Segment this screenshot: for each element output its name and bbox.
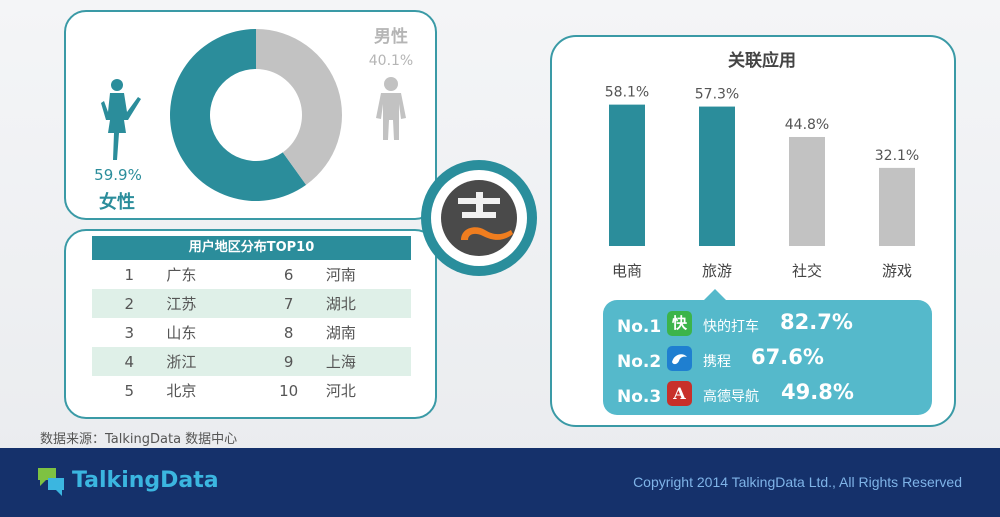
donut-slice-male — [256, 29, 342, 185]
data-source-note: 数据来源：TalkingData 数据中心 — [40, 432, 238, 447]
rank-cell: 4 — [92, 347, 167, 376]
alipay-logo — [421, 160, 537, 276]
app-value: 67.6% — [751, 345, 824, 369]
rank-cell: 10 — [279, 381, 299, 400]
province-cell: 广东 — [166, 266, 197, 284]
rank-number: No.2 — [617, 352, 662, 372]
table-row: 3 山东 8 湖南 — [92, 318, 411, 347]
ctrip-app-icon — [667, 346, 692, 371]
bar-category-label: 社交 — [792, 262, 822, 280]
rank-cell: 5 — [124, 381, 134, 400]
rank-cell: 1 — [124, 265, 134, 284]
rank-cell: 2 — [92, 289, 167, 318]
app-name: 高德导航 — [703, 389, 759, 405]
bar-category-label: 游戏 — [882, 262, 912, 280]
apps-chart-title: 关联应用 — [728, 50, 796, 71]
alipay-icon — [441, 180, 517, 256]
table-row: 4 浙江 9 上海 — [92, 347, 411, 376]
province-cell: 山东 — [166, 324, 197, 342]
province-cell: 河北 — [325, 382, 356, 400]
app-value: 49.8% — [781, 380, 854, 404]
province-cell: 上海 — [325, 347, 411, 376]
province-cell: 北京 — [166, 382, 197, 400]
female-pct-label: 59.9% — [94, 166, 142, 184]
bars-group: 58.1% 电商 57.3% 旅游 44.8% 社交 32.1% 游戏 — [605, 85, 919, 280]
male-label: 男性 — [374, 26, 408, 47]
rank-number: No.3 — [617, 387, 662, 407]
male-silhouette-icon — [376, 77, 406, 140]
bar-4 — [879, 167, 915, 246]
amap-icon-glyph: A — [673, 384, 686, 403]
top-apps-box: No.1 快 快的打车 82.7% No.2 携程 67.6% No.3 A 高… — [603, 300, 932, 415]
province-cell: 湖南 — [325, 324, 356, 342]
region-table-body: 1 广东 6 河南 2 江苏 7 湖北 3 山东 8 湖南 — [92, 260, 411, 405]
province-cell: 湖北 — [325, 289, 411, 318]
rank-cell: 6 — [283, 265, 294, 284]
rank-cell: 7 — [251, 289, 326, 318]
app-value: 82.7% — [780, 310, 853, 334]
footer-copyright: Copyright 2014 TalkingData Ltd., All Rig… — [633, 474, 962, 490]
footer: TalkingData Copyright 2014 TalkingData L… — [0, 448, 1000, 517]
donut-slice-female — [169, 29, 307, 201]
bar-3 — [789, 136, 825, 246]
dolphin-icon — [672, 354, 687, 365]
donut-slices — [169, 29, 342, 201]
province-cell: 江苏 — [166, 289, 252, 318]
province-cell: 浙江 — [166, 347, 252, 376]
female-label: 女性 — [99, 191, 135, 213]
app-name: 快的打车 — [703, 319, 759, 335]
rank-cell: 9 — [251, 347, 326, 376]
kuaidi-icon-glyph: 快 — [671, 314, 687, 332]
rank-cell: 3 — [124, 323, 134, 342]
rank-number: No.1 — [617, 317, 662, 337]
female-silhouette-icon — [101, 79, 141, 160]
table-row: 2 江苏 7 湖北 — [92, 289, 411, 318]
region-table: 用户地区分布TOP10 1 广东 6 河南 2 江苏 7 湖北 3 山东 — [92, 236, 411, 405]
region-panel: 用户地区分布TOP10 1 广东 6 河南 2 江苏 7 湖北 3 山东 — [64, 229, 437, 419]
province-cell: 河南 — [325, 266, 356, 284]
app-name: 携程 — [703, 354, 731, 370]
table-row: 5 北京 10 河北 — [92, 376, 411, 405]
kuaidi-app-icon: 快 — [667, 311, 692, 336]
table-row: 1 广东 6 河南 — [92, 260, 411, 289]
region-table-title: 用户地区分布TOP10 — [92, 236, 411, 260]
bar-2 — [699, 106, 735, 246]
rank-box-pointer — [703, 289, 727, 301]
alipay-logo-inner — [431, 170, 527, 266]
talkingdata-logo-icon — [38, 468, 64, 496]
bar-category-label: 旅游 — [702, 262, 732, 280]
bar-value-label: 58.1% — [605, 85, 649, 101]
bar-value-label: 32.1% — [875, 148, 919, 164]
bar-value-label: 44.8% — [785, 117, 829, 133]
bar-value-label: 57.3% — [695, 87, 739, 103]
rank-cell: 8 — [283, 323, 294, 342]
bar-1 — [609, 104, 645, 246]
male-pct-label: 40.1% — [369, 53, 413, 69]
bar-category-label: 电商 — [612, 262, 642, 280]
amap-app-icon: A — [667, 381, 692, 406]
footer-brand: TalkingData — [72, 468, 219, 493]
